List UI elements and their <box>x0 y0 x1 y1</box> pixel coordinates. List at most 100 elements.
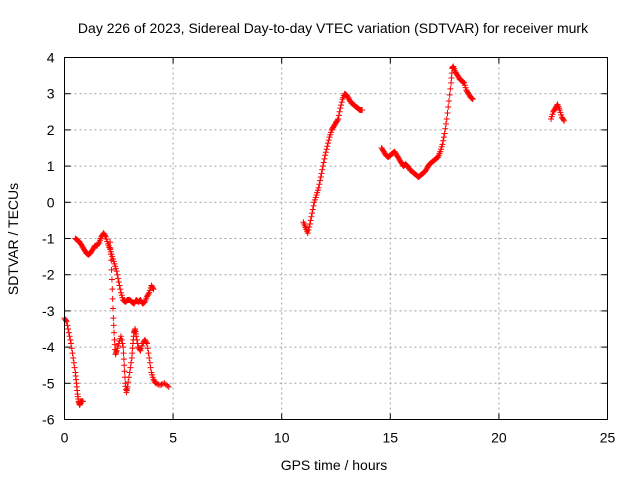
data-point <box>107 251 114 258</box>
data-point <box>66 333 73 340</box>
data-point <box>445 97 452 104</box>
data-point <box>111 329 118 336</box>
data-point <box>304 230 311 237</box>
data-point <box>154 380 161 387</box>
data-point <box>561 117 568 124</box>
data-point <box>443 116 450 123</box>
data-point <box>65 329 72 336</box>
data-point <box>126 369 133 376</box>
data-point <box>440 134 447 141</box>
data-point <box>65 326 72 332</box>
data-point <box>144 345 151 352</box>
data-point <box>325 140 332 147</box>
data-point <box>319 163 326 170</box>
data-point <box>338 99 345 106</box>
y-tick-label: -2 <box>42 267 55 283</box>
data-point <box>127 364 134 371</box>
data-point <box>441 130 448 137</box>
data-point <box>334 117 341 124</box>
y-tick-label: 0 <box>47 194 55 210</box>
data-point <box>443 120 450 127</box>
data-point <box>110 315 117 322</box>
data-point <box>309 210 316 217</box>
y-tick-label: 4 <box>47 50 55 66</box>
x-tick-label: 25 <box>600 430 616 446</box>
data-point <box>136 346 143 353</box>
x-axis-label: GPS time / hours <box>281 457 388 473</box>
data-point <box>359 106 366 113</box>
data-point <box>152 380 159 387</box>
data-points <box>61 63 568 409</box>
data-point <box>307 217 314 224</box>
data-point <box>62 317 69 324</box>
data-point <box>68 345 75 352</box>
data-point <box>108 266 115 273</box>
data-point <box>316 181 323 188</box>
data-point <box>560 116 567 123</box>
data-point <box>133 336 140 343</box>
y-axis-label: SDTVAR / TECUs <box>5 183 21 295</box>
data-point <box>146 359 153 366</box>
grid-lines <box>64 57 608 420</box>
data-point <box>134 340 141 347</box>
data-point <box>318 170 325 177</box>
data-point <box>442 125 449 132</box>
data-point <box>440 137 447 144</box>
data-point <box>444 110 451 117</box>
y-tick-label: 1 <box>47 158 55 174</box>
data-point <box>115 275 122 282</box>
data-point <box>108 257 115 264</box>
data-point <box>110 322 117 329</box>
data-point <box>459 78 466 85</box>
data-point <box>145 291 152 298</box>
data-point <box>147 364 154 371</box>
data-point <box>338 102 345 109</box>
data-point <box>325 137 332 144</box>
data-point <box>317 177 324 184</box>
data-point <box>149 284 156 291</box>
data-point <box>118 336 125 343</box>
x-tick-label: 15 <box>383 430 399 446</box>
data-point <box>70 354 77 361</box>
data-point <box>107 245 114 252</box>
chart-title: Day 226 of 2023, Sidereal Day-to-day VTE… <box>78 20 589 36</box>
data-point <box>335 112 342 119</box>
data-point <box>469 96 476 103</box>
data-point <box>315 184 322 191</box>
data-point <box>445 103 452 110</box>
data-point <box>159 380 166 387</box>
data-point <box>306 221 313 228</box>
data-point <box>117 286 124 293</box>
axis-ticks: 0 5 10 15 20 25 -6 -5 -4 -3 -2 -1 0 1 2 3 4 <box>42 50 615 446</box>
data-point <box>308 213 315 220</box>
data-point <box>157 382 164 389</box>
data-point <box>446 91 453 98</box>
data-point <box>146 354 153 361</box>
data-point <box>67 336 74 343</box>
data-point <box>447 85 454 92</box>
data-point <box>337 105 344 112</box>
data-point <box>321 155 328 162</box>
data-point <box>164 382 171 389</box>
data-point <box>335 116 342 123</box>
data-point <box>150 286 157 293</box>
data-point <box>109 295 116 302</box>
x-tick-label: 10 <box>274 430 290 446</box>
y-tick-label: -6 <box>42 412 55 428</box>
data-point <box>143 339 150 346</box>
data-point <box>309 206 316 213</box>
data-point <box>125 374 132 381</box>
data-point <box>322 152 329 159</box>
data-point <box>119 340 126 347</box>
y-tick-label: -5 <box>42 375 55 391</box>
data-point <box>121 368 128 375</box>
data-point <box>71 364 78 371</box>
data-point <box>124 383 131 390</box>
data-point <box>319 166 326 173</box>
data-point <box>133 333 140 340</box>
x-tick-label: 20 <box>491 430 507 446</box>
data-point <box>109 286 116 293</box>
data-point <box>140 300 147 307</box>
data-point <box>108 276 115 283</box>
